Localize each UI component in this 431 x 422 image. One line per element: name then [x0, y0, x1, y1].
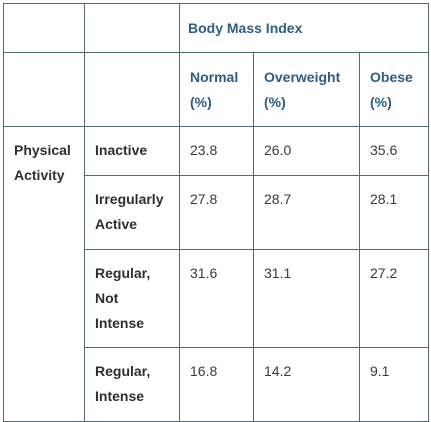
group-header-row: Body Mass Index — [3, 3, 430, 53]
cell-value: 26.0 — [253, 126, 360, 176]
table-row: Regular, Not Intense 31.6 31.1 27.2 — [4, 249, 430, 348]
cell-value: 9.1 — [358, 347, 430, 422]
bmi-activity-table: Body Mass Index Normal (%) Overweight (%… — [3, 3, 430, 422]
column-header-obese: Obese (%) — [358, 52, 430, 127]
cell-value: 31.6 — [179, 249, 254, 348]
cell-value: 27.8 — [179, 175, 254, 250]
blank-corner-cell — [3, 52, 85, 127]
table-row: Physical Activity Inactive 23.8 26.0 35.… — [3, 126, 430, 422]
blank-corner-cell — [3, 3, 85, 53]
cell-value: 28.7 — [253, 175, 360, 250]
section-label-physical-activity: Physical Activity — [3, 126, 85, 422]
table-row: Regular, Intense 16.8 14.2 9.1 — [4, 347, 430, 422]
row-label-inactive: Inactive — [84, 126, 180, 176]
row-label-irregularly-active: Irregularly Active — [84, 175, 180, 250]
column-header-overweight: Overweight (%) — [253, 52, 360, 127]
blank-corner-cell — [84, 3, 180, 53]
cell-value: 16.8 — [179, 347, 254, 422]
cell-value: 28.1 — [358, 175, 430, 250]
blank-corner-cell — [84, 52, 180, 127]
cell-value: 27.2 — [358, 249, 430, 348]
column-header-normal: Normal (%) — [179, 52, 254, 127]
table-row: Irregularly Active 27.8 28.7 28.1 — [4, 175, 430, 250]
row-label-regular-not-intense: Regular, Not Intense — [84, 249, 180, 348]
row-label-regular-intense: Regular, Intense — [84, 347, 180, 422]
cell-value: 31.1 — [253, 249, 360, 348]
cell-value: 14.2 — [253, 347, 360, 422]
cell-value: 35.6 — [358, 126, 430, 176]
bmi-group-header: Body Mass Index — [188, 20, 303, 36]
column-header-row: Normal (%) Overweight (%) Obese (%) — [3, 52, 430, 127]
group-header-cell: Body Mass Index — [178, 3, 430, 53]
cell-value: 23.8 — [179, 126, 254, 176]
